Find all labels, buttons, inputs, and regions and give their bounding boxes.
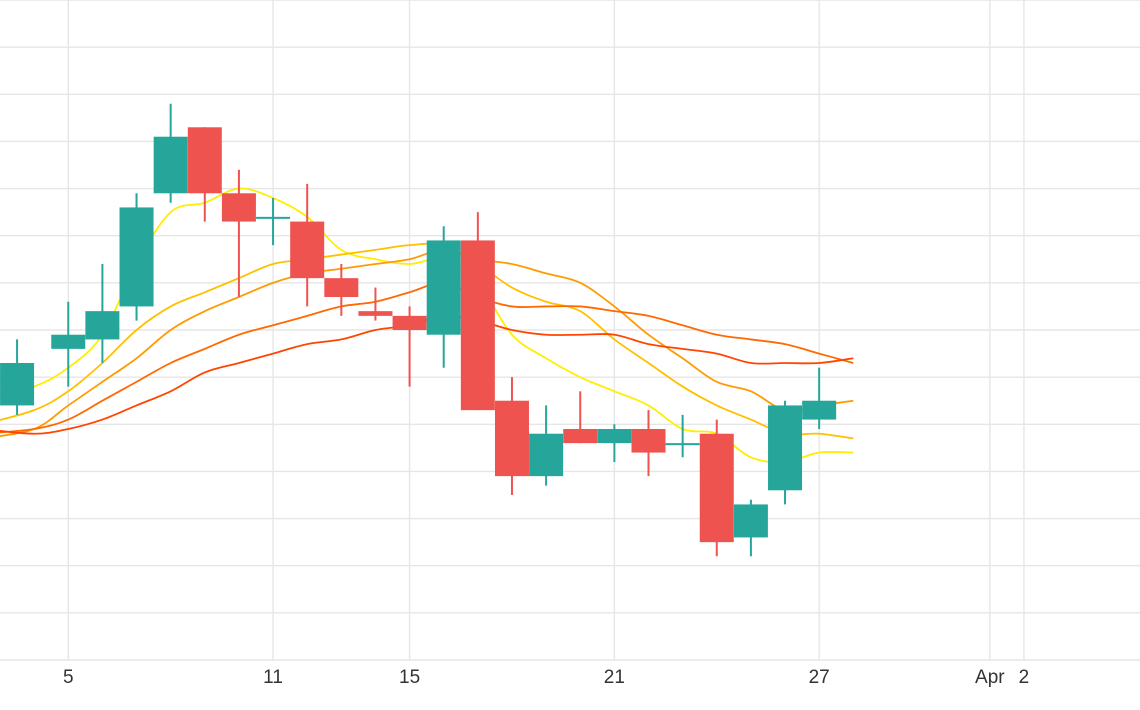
candle-down bbox=[563, 391, 598, 444]
candle-body bbox=[631, 429, 666, 453]
moving-average-line-2 bbox=[0, 242, 854, 440]
candle-up bbox=[665, 414, 700, 458]
x-tick-label: 5 bbox=[63, 667, 74, 688]
candle-body bbox=[0, 363, 35, 406]
candle-up bbox=[802, 367, 837, 429]
candle-up bbox=[85, 264, 120, 363]
candle-body bbox=[187, 127, 222, 194]
moving-average-line-3 bbox=[0, 248, 854, 437]
moving-average-line-5 bbox=[0, 314, 854, 435]
candle-body bbox=[597, 429, 632, 444]
candle-down bbox=[290, 183, 325, 307]
candle-down bbox=[460, 212, 495, 411]
candle-body bbox=[426, 240, 461, 335]
candle-down bbox=[221, 169, 256, 297]
candle-up bbox=[51, 301, 86, 387]
candle-body bbox=[802, 400, 837, 420]
candle-down bbox=[494, 377, 529, 495]
candles bbox=[0, 103, 837, 557]
candle-down bbox=[392, 306, 427, 387]
candle-up bbox=[597, 424, 632, 462]
moving-average-line-4 bbox=[0, 281, 854, 434]
candle-body bbox=[51, 334, 86, 349]
candle-down bbox=[699, 419, 734, 557]
candle-body bbox=[699, 433, 734, 543]
candle-body bbox=[460, 240, 495, 411]
candle-body bbox=[563, 429, 598, 444]
candle-up bbox=[733, 499, 768, 557]
candle-body bbox=[290, 221, 325, 279]
x-tick-label: 11 bbox=[263, 667, 283, 688]
x-tick-label: 15 bbox=[399, 667, 420, 688]
candle-down bbox=[358, 287, 393, 321]
candle-up bbox=[768, 400, 803, 505]
candle-body bbox=[358, 311, 393, 316]
candle-body bbox=[392, 315, 427, 330]
candle-up bbox=[256, 198, 291, 246]
candle-body bbox=[256, 216, 291, 219]
candle-up bbox=[0, 339, 35, 415]
candle-body bbox=[85, 311, 120, 340]
candle-up bbox=[426, 226, 461, 368]
x-tick-label: 21 bbox=[604, 667, 625, 688]
x-tick-label: 2 bbox=[1019, 667, 1030, 688]
candle-body bbox=[119, 207, 154, 307]
candle-down bbox=[187, 127, 222, 222]
candle-up bbox=[529, 405, 564, 486]
x-axis-tick-labels: 5 11 15 21 27 Apr 2 bbox=[63, 667, 1029, 688]
candle-up bbox=[153, 103, 188, 203]
candle-body bbox=[153, 136, 188, 194]
candle-body bbox=[665, 443, 700, 446]
candle-body bbox=[221, 193, 256, 222]
candle-down bbox=[324, 264, 359, 316]
candle-body bbox=[324, 278, 359, 297]
candle-body bbox=[733, 504, 768, 538]
candle-body bbox=[494, 400, 529, 477]
candle-body bbox=[529, 433, 564, 477]
candle-up bbox=[119, 193, 154, 321]
x-tick-label: Apr bbox=[975, 667, 1005, 688]
candle-down bbox=[631, 410, 666, 477]
candle-body bbox=[768, 405, 803, 491]
x-tick-label: 27 bbox=[809, 667, 830, 688]
